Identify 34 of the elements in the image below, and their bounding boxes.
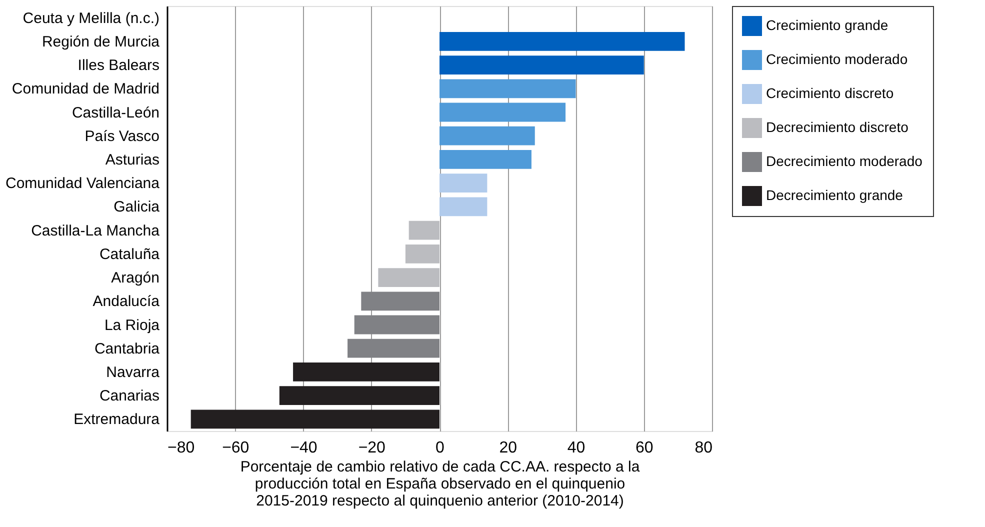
y-tick-label: Asturias	[105, 151, 160, 168]
y-tick-label: Andalucía	[92, 293, 160, 310]
legend-label: Crecimiento discreto	[766, 85, 894, 101]
y-tick-label: País Vasco	[84, 128, 160, 145]
y-tick-label: Aragón	[111, 270, 160, 287]
y-tick-label: Navarra	[106, 364, 160, 381]
x-tick-label: 80	[694, 440, 713, 456]
y-tick-label: Ceuta y Melilla (n.c.)	[22, 10, 160, 27]
legend-label: Crecimiento grande	[766, 17, 888, 33]
x-tick-label: 60	[635, 440, 654, 456]
y-tick-label: Canarias	[99, 388, 160, 405]
legend-label: Decrecimiento discreto	[766, 119, 909, 135]
x-tick-label: −60	[222, 440, 250, 456]
x-tick-label: 20	[499, 440, 518, 456]
y-tick-label: Comunidad de Madrid	[12, 80, 160, 98]
x-tick-label: −80	[168, 440, 195, 456]
y-tick-label: Comunidad Valenciana	[6, 175, 160, 192]
x-axis-title: Porcentaje de cambio relativo de cada CC.AA. respecto a la producción total en España observado en el quinquenio 2015-2019 respecto al quinquenio anterior (2010-2014)	[240, 458, 640, 510]
y-tick-label: Región de Murcia	[42, 33, 160, 50]
y-tick-label: Cataluña	[99, 246, 160, 263]
y-tick-label: Extremadura	[74, 411, 160, 428]
legend-label: Crecimiento moderado	[766, 51, 908, 67]
x-tick-label: −20	[358, 440, 386, 456]
y-tick-label: Galicia	[114, 198, 160, 216]
y-tick-label: La Rioja	[104, 316, 160, 334]
y-tick-label: Castilla-La Mancha	[31, 222, 160, 240]
y-tick-label: Illes Balears	[78, 57, 160, 74]
legend-label: Decrecimiento moderado	[766, 153, 923, 169]
x-tick-label: 40	[567, 440, 586, 456]
y-tick-label: Castilla-León	[72, 104, 160, 122]
x-tick-label: 0	[436, 440, 445, 456]
y-tick-label: Cantabria	[94, 340, 160, 358]
x-tick-label: −40	[290, 440, 318, 456]
legend-label: Decrecimiento grande	[766, 187, 904, 203]
